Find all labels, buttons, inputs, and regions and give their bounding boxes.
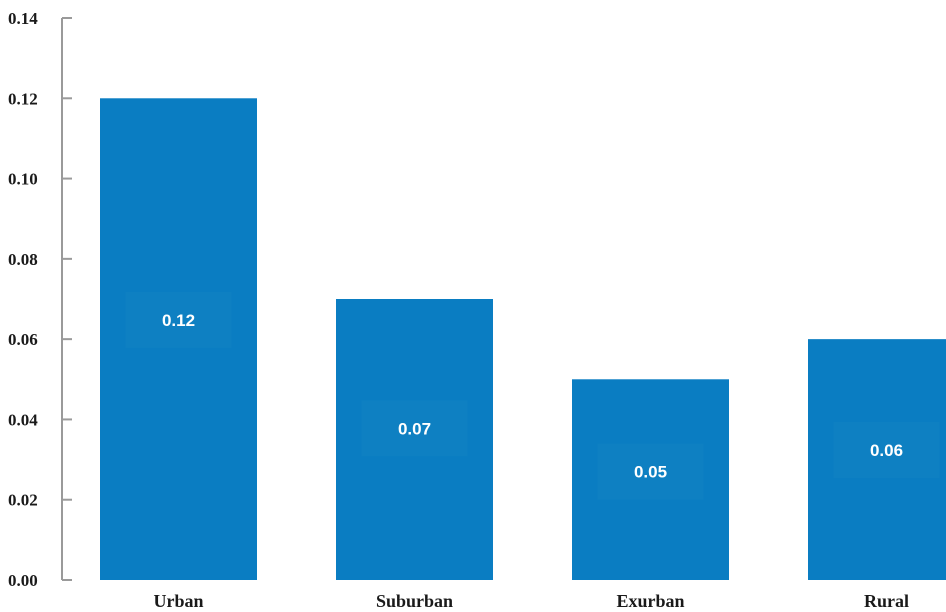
y-tick-label: 0.02: [8, 491, 38, 510]
x-category-label-exurban: Exurban: [616, 591, 684, 611]
y-tick-label: 0.04: [8, 410, 38, 429]
value-label-rural: 0.06: [870, 441, 903, 460]
x-category-label-rural: Rural: [864, 591, 909, 611]
y-tick-label: 0.08: [8, 250, 38, 269]
value-label-box: [597, 443, 704, 500]
value-label-box: [833, 421, 940, 478]
value-label-suburban: 0.07: [398, 419, 431, 438]
value-label-urban: 0.12: [162, 311, 195, 330]
value-label-box: [361, 400, 468, 457]
y-tick-label: 0.14: [8, 9, 38, 28]
value-labels: 0.12 0.07 0.05 0.06: [125, 291, 940, 500]
x-axis-labels: Urban Suburban Exurban Rural: [153, 591, 909, 611]
y-tick-label: 0.12: [8, 89, 38, 108]
y-axis: 0.00 0.02 0.04 0.06 0.08 0.10 0.12 0.14: [8, 9, 72, 590]
y-tick-label: 0.00: [8, 571, 38, 590]
x-category-label-suburban: Suburban: [376, 591, 453, 611]
y-tick-label: 0.10: [8, 170, 38, 189]
value-label-box: [125, 291, 232, 348]
x-category-label-urban: Urban: [153, 591, 203, 611]
y-tick-label: 0.06: [8, 330, 38, 349]
value-label-exurban: 0.05: [634, 463, 667, 482]
